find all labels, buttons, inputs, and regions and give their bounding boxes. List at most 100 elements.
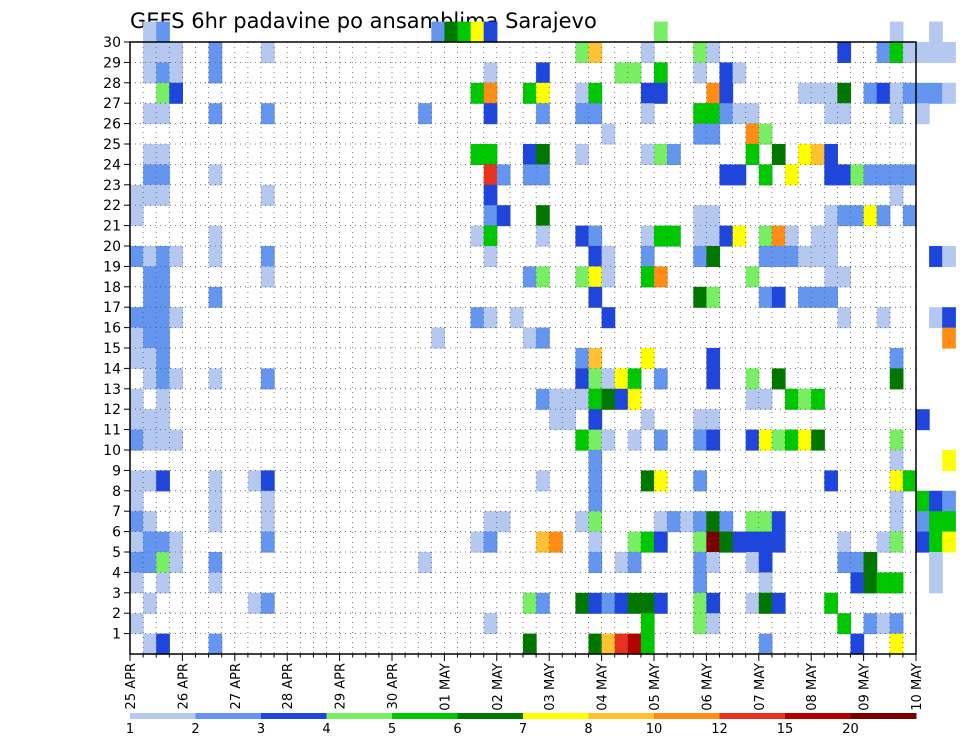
y-tick-label: 6 [112, 525, 121, 541]
heatmap-cell [536, 388, 550, 410]
heatmap-cell [889, 511, 904, 533]
heatmap-cell [470, 82, 485, 104]
heatmap-cell [143, 21, 157, 43]
y-tick-label: 26 [103, 117, 121, 133]
heatmap-cell [706, 511, 721, 533]
heatmap-cell [889, 490, 904, 512]
heatmap-cell [261, 470, 275, 492]
heatmap-cell [640, 592, 655, 614]
heatmap-cell [654, 144, 668, 165]
heatmap-cell [130, 205, 144, 227]
heatmap-cell [208, 286, 223, 308]
heatmap-cell [130, 511, 144, 533]
heatmap-cell [261, 184, 275, 206]
heatmap-cell [208, 552, 223, 573]
heatmap-cell [130, 613, 144, 635]
heatmap-cell [942, 531, 956, 553]
colorbar-swatch [523, 713, 589, 719]
heatmap-cell [889, 82, 904, 104]
heatmap-cell [470, 307, 485, 329]
heatmap-cell [483, 307, 498, 329]
heatmap-cell [837, 42, 852, 63]
colorbar-label: 7 [519, 722, 527, 737]
y-axis-ticks: 1234567891011121314151617181920212223242… [103, 35, 130, 643]
heatmap-cell [824, 164, 838, 186]
heatmap-cell [588, 633, 603, 655]
heatmap-cell [588, 531, 603, 553]
heatmap-cell [575, 144, 590, 165]
colorbar-label: 1 [126, 722, 134, 737]
heatmap-cell [811, 286, 825, 308]
heatmap-cell [588, 552, 603, 573]
heatmap-cell [575, 225, 590, 247]
heatmap-cell [169, 368, 183, 390]
heatmap-cell [889, 531, 904, 553]
y-tick-label: 28 [103, 76, 121, 92]
y-tick-label: 20 [103, 239, 121, 255]
heatmap-cell [889, 42, 904, 63]
heatmap-cell [929, 82, 943, 104]
x-tick-label: 07 MAY [753, 663, 768, 711]
heatmap-cell [706, 205, 721, 227]
heatmap-cell [942, 42, 956, 63]
heatmap-cell [614, 62, 629, 84]
heatmap-cell [143, 531, 157, 553]
colorbar-swatch [392, 713, 458, 719]
y-tick-label: 15 [103, 341, 121, 357]
heatmap-cell [876, 42, 891, 63]
heatmap-cell [523, 633, 537, 655]
colorbar-label: 2 [191, 722, 199, 737]
y-tick-label: 5 [112, 545, 121, 561]
heatmap-cell [601, 633, 616, 655]
heatmap-cell [143, 184, 157, 206]
heatmap-cell [496, 164, 511, 186]
heatmap-cell [261, 246, 275, 267]
heatmap-cell [785, 246, 799, 267]
heatmap-cell [732, 164, 747, 186]
heatmap-cell [261, 42, 275, 63]
heatmap-cell [837, 552, 852, 573]
heatmap-cell [942, 490, 956, 512]
heatmap-cell [942, 307, 956, 329]
heatmap-cell [850, 205, 865, 227]
heatmap-cell [758, 286, 773, 308]
heatmap-cell [889, 164, 904, 186]
heatmap-cell [667, 144, 681, 165]
heatmap-cell [640, 103, 655, 125]
heatmap-cell [143, 327, 157, 349]
heatmap-cell [876, 205, 891, 227]
heatmap-cell [758, 572, 773, 594]
heatmap-cell [601, 246, 616, 267]
colorbar-label: 4 [322, 722, 330, 737]
heatmap-cell [732, 62, 747, 84]
heatmap-cell [876, 307, 891, 329]
heatmap-cell [811, 144, 825, 165]
heatmap-cell [130, 552, 144, 573]
heatmap-cell [208, 633, 223, 655]
heatmap-cell [156, 103, 170, 125]
heatmap-cell [483, 511, 498, 533]
heatmap-cell [758, 592, 773, 614]
heatmap-cell [562, 388, 576, 410]
heatmap-cell [156, 409, 170, 431]
heatmap-cell [824, 82, 838, 104]
heatmap-cell [758, 225, 773, 247]
heatmap-cell [745, 144, 760, 165]
heatmap-cell [143, 429, 157, 451]
heatmap-cell [483, 205, 498, 227]
heatmap-cell [483, 613, 498, 635]
heatmap-cell [143, 42, 157, 63]
heatmap-cell [156, 307, 170, 329]
heatmap-cell [601, 266, 616, 288]
x-tick-label: 03 MAY [543, 663, 558, 711]
heatmap-cell [654, 82, 668, 104]
heatmap-cell [667, 511, 681, 533]
heatmap-cell [143, 633, 157, 655]
heatmap-cell [706, 613, 721, 635]
y-tick-label: 29 [103, 55, 121, 71]
heatmap-cell [916, 531, 930, 553]
colorbar-label: 20 [842, 722, 859, 737]
heatmap-cell [811, 429, 825, 451]
heatmap-cell [654, 592, 668, 614]
